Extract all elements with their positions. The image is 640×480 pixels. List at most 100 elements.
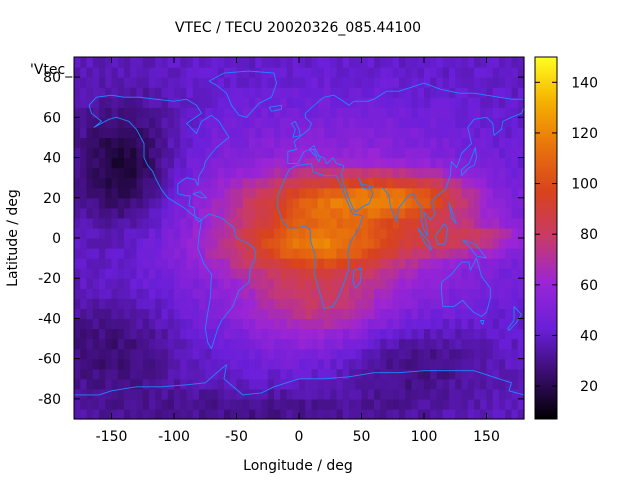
heatmap-cell: [99, 157, 106, 169]
heatmap-cell: [355, 217, 363, 229]
heatmap-cell: [355, 358, 363, 370]
heatmap-cell: [255, 217, 263, 229]
heatmap-cell: [492, 107, 500, 118]
heatmap-cell: [286, 298, 294, 309]
heatmap-cell: [361, 268, 369, 279]
heatmap-cell: [392, 87, 400, 98]
heatmap-cell: [317, 127, 325, 139]
heatmap-cell: [292, 107, 300, 118]
heatmap-cell: [124, 77, 131, 88]
heatmap-cell: [136, 338, 144, 350]
heatmap-cell: [105, 308, 113, 320]
heatmap-cell: [386, 167, 394, 179]
heatmap-cell: [199, 227, 206, 239]
heatmap-cell: [105, 137, 113, 149]
heatmap-cell: [480, 227, 488, 239]
heatmap-cell: [461, 207, 469, 219]
heatmap-cell: [299, 368, 306, 380]
heatmap-cell: [99, 368, 106, 380]
heatmap-cell: [86, 358, 94, 370]
heatmap-cell: [336, 388, 344, 400]
heatmap-cell: [324, 238, 331, 249]
heatmap-cell: [405, 97, 413, 108]
heatmap-cell: [161, 348, 169, 360]
heatmap-cell: [199, 338, 206, 350]
heatmap-cell: [411, 318, 419, 330]
heatmap-cell: [242, 328, 250, 340]
heatmap-cell: [80, 67, 88, 78]
heatmap-cell: [311, 358, 319, 370]
heatmap-cell: [136, 77, 144, 88]
heatmap-cell: [499, 97, 506, 108]
heatmap-cell: [492, 258, 500, 269]
heatmap-cell: [311, 338, 319, 350]
heatmap-cell: [280, 157, 288, 169]
heatmap-cell: [74, 117, 81, 128]
heatmap-cell: [80, 408, 88, 420]
heatmap-cell: [411, 348, 419, 360]
heatmap-cell: [355, 248, 363, 259]
heatmap-cell: [186, 328, 194, 340]
heatmap-cell: [367, 127, 375, 139]
heatmap-cell: [305, 238, 313, 249]
heatmap-cell: [180, 328, 188, 340]
heatmap-cell: [336, 67, 344, 78]
heatmap-cell: [130, 227, 138, 239]
heatmap-cell: [286, 368, 294, 380]
heatmap-cell: [461, 77, 469, 88]
heatmap-cell: [305, 217, 313, 229]
heatmap-cell: [511, 167, 519, 179]
heatmap-cell: [286, 107, 294, 118]
heatmap-cell: [230, 197, 238, 209]
heatmap-cell: [517, 217, 525, 229]
heatmap-cell: [217, 177, 225, 189]
heatmap-cell: [424, 368, 431, 380]
heatmap-cell: [467, 318, 475, 330]
heatmap-cell: [386, 87, 394, 98]
heatmap-cell: [480, 378, 488, 390]
heatmap-cell: [455, 238, 463, 249]
y-tick-label: -80: [38, 392, 61, 408]
heatmap-cell: [274, 238, 281, 249]
heatmap-cell: [280, 57, 288, 68]
heatmap-cell: [280, 238, 288, 249]
heatmap-cell: [92, 67, 100, 78]
heatmap-cell: [261, 408, 269, 420]
heatmap-cell: [274, 67, 281, 78]
heatmap-cell: [92, 87, 100, 98]
heatmap-cell: [486, 248, 494, 259]
heatmap-cell: [417, 318, 425, 330]
heatmap-cell: [449, 408, 456, 420]
heatmap-cell: [274, 187, 281, 199]
heatmap-cell: [267, 248, 275, 259]
heatmap-cell: [142, 268, 150, 279]
heatmap-cell: [124, 107, 131, 118]
heatmap-cell: [399, 348, 406, 360]
heatmap-cell: [486, 137, 494, 149]
heatmap-cell: [80, 248, 88, 259]
heatmap-cell: [117, 318, 125, 330]
heatmap-cell: [305, 97, 313, 108]
heatmap-cell: [399, 328, 406, 340]
heatmap-cell: [492, 117, 500, 128]
heatmap-cell: [286, 278, 294, 289]
heatmap-cell: [130, 137, 138, 149]
heatmap-cell: [180, 127, 188, 139]
heatmap-cell: [242, 227, 250, 239]
heatmap-cell: [455, 318, 463, 330]
heatmap-cell: [349, 87, 356, 98]
colorbar-tick-label: 120: [571, 126, 598, 142]
heatmap-cell: [361, 217, 369, 229]
heatmap-cell: [80, 97, 88, 108]
heatmap-cell: [317, 278, 325, 289]
heatmap-cell: [511, 298, 519, 309]
heatmap-cell: [242, 167, 250, 179]
heatmap-cell: [480, 157, 488, 169]
heatmap-cell: [217, 308, 225, 320]
heatmap-cell: [117, 197, 125, 209]
heatmap-cell: [117, 278, 125, 289]
heatmap-cell: [255, 248, 263, 259]
heatmap-cell: [367, 57, 375, 68]
heatmap-cell: [167, 238, 175, 249]
heatmap-cell: [74, 248, 81, 259]
